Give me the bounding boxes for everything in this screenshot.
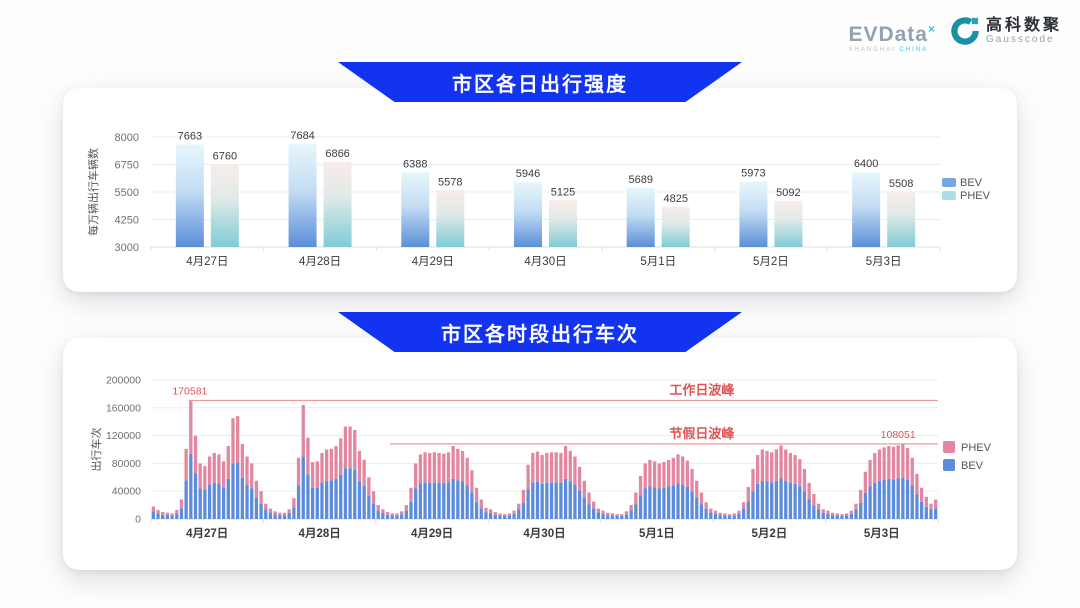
svg-text:BEV: BEV bbox=[961, 460, 984, 472]
svg-text:0: 0 bbox=[135, 514, 141, 526]
svg-text:5092: 5092 bbox=[776, 187, 800, 199]
evdata-logo: EVData× SHANGHAI CHINA bbox=[848, 16, 936, 53]
svg-text:4月29日: 4月29日 bbox=[411, 527, 453, 540]
svg-text:5500: 5500 bbox=[115, 187, 139, 199]
svg-text:5月1日: 5月1日 bbox=[639, 527, 675, 540]
gausscode-logo: 高科数聚 Gausscode bbox=[950, 16, 1062, 46]
svg-text:6866: 6866 bbox=[325, 148, 349, 160]
gausscode-g-icon bbox=[951, 17, 979, 45]
workday-peak-label: 工作日波峰 bbox=[669, 382, 735, 397]
chart2-legend: PHEV BEV bbox=[943, 441, 992, 472]
svg-text:200000: 200000 bbox=[106, 375, 141, 387]
chart2-annotations: 工作日波峰 170581 节假日波峰 108051 bbox=[172, 382, 938, 445]
svg-text:PHEV: PHEV bbox=[960, 190, 991, 202]
workday-peak-value: 170581 bbox=[172, 385, 207, 397]
hourly-trips-card: 市区各时段出行车次 0 40000 80000 120000 160000 200000 出… bbox=[63, 312, 1017, 570]
brand-logos: EVData× SHANGHAI CHINA 高科数聚 Gausscode bbox=[848, 16, 1062, 54]
svg-text:80000: 80000 bbox=[112, 458, 141, 470]
chart2-y-axis-title: 出行车次 bbox=[89, 428, 103, 472]
svg-text:4月28日: 4月28日 bbox=[299, 527, 341, 540]
svg-text:5508: 5508 bbox=[889, 178, 913, 190]
svg-text:6388: 6388 bbox=[403, 158, 427, 170]
daily-intensity-chart: 3000 4250 5500 6750 8000 每万辆出行车辆数 7663 6760 4月27… bbox=[86, 130, 991, 268]
gausscode-names: 高科数聚 Gausscode bbox=[986, 17, 1062, 46]
svg-text:5973: 5973 bbox=[741, 168, 765, 180]
svg-text:5689: 5689 bbox=[628, 174, 652, 186]
chart2-gridlines: 0 40000 80000 120000 160000 200000 bbox=[106, 375, 938, 526]
gausscode-cn-name: 高科数聚 bbox=[985, 16, 1062, 34]
chart1-title: 市区各日出行强度 bbox=[452, 73, 628, 96]
chart2-title-banner: 市区各时段出行车次 bbox=[338, 312, 742, 352]
svg-text:PHEV: PHEV bbox=[961, 442, 992, 454]
svg-text:BEV: BEV bbox=[960, 177, 983, 189]
svg-text:5125: 5125 bbox=[551, 186, 575, 198]
svg-text:7684: 7684 bbox=[290, 130, 314, 142]
chart2-stacked-bars: 4月27日 4月28日 4月29日 4月30日 5月1日 5月2日 5月3日 bbox=[150, 400, 939, 540]
header: EVData× SHANGHAI CHINA 高科数聚 Gausscode bbox=[0, 0, 1080, 88]
svg-text:5月2日: 5月2日 bbox=[753, 256, 789, 268]
evdata-tagline: SHANGHAI CHINA bbox=[848, 47, 929, 53]
daily-intensity-card: 市区各日出行强度 3000 4250 5500 6750 8000 每万辆出行车辆数 766… bbox=[63, 62, 1017, 292]
evdata-wordmark: EVData× bbox=[848, 18, 936, 46]
svg-text:5月3日: 5月3日 bbox=[864, 527, 900, 540]
svg-text:4月30日: 4月30日 bbox=[524, 256, 566, 268]
svg-text:4月30日: 4月30日 bbox=[523, 527, 565, 540]
holiday-peak-label: 节假日波峰 bbox=[669, 426, 735, 441]
chart1-y-axis-title: 每万辆出行车辆数 bbox=[86, 148, 100, 236]
svg-text:160000: 160000 bbox=[106, 402, 141, 414]
svg-text:5月2日: 5月2日 bbox=[751, 527, 787, 540]
svg-text:4月27日: 4月27日 bbox=[186, 527, 228, 540]
svg-text:6760: 6760 bbox=[213, 150, 237, 162]
svg-text:4月27日: 4月27日 bbox=[186, 256, 228, 268]
svg-text:120000: 120000 bbox=[106, 430, 141, 442]
holiday-peak-value: 108051 bbox=[881, 429, 916, 441]
svg-text:8000: 8000 bbox=[115, 132, 139, 144]
svg-text:5月3日: 5月3日 bbox=[866, 256, 902, 268]
svg-text:6400: 6400 bbox=[854, 158, 878, 170]
svg-text:7663: 7663 bbox=[178, 130, 202, 142]
svg-text:4250: 4250 bbox=[115, 215, 139, 227]
svg-text:4825: 4825 bbox=[663, 193, 687, 205]
svg-text:40000: 40000 bbox=[112, 486, 141, 498]
chart1-bars: 7663 6760 4月27日 7684 6866 4月28日 6388 5578 4月29日 5… bbox=[150, 130, 941, 268]
svg-text:4月29日: 4月29日 bbox=[412, 256, 454, 268]
chart2-title: 市区各时段出行车次 bbox=[441, 323, 639, 346]
svg-text:6750: 6750 bbox=[115, 160, 139, 172]
chart1-title-banner: 市区各日出行强度 bbox=[338, 62, 742, 102]
svg-text:5946: 5946 bbox=[516, 168, 540, 180]
chart1-gridlines: 3000 4250 5500 6750 8000 bbox=[115, 132, 940, 254]
svg-text:5578: 5578 bbox=[438, 176, 462, 188]
svg-text:3000: 3000 bbox=[115, 242, 139, 254]
evdata-text: EVData bbox=[848, 23, 928, 46]
evdata-x-icon: × bbox=[927, 22, 936, 36]
svg-text:5月1日: 5月1日 bbox=[640, 256, 676, 268]
svg-text:4月28日: 4月28日 bbox=[299, 256, 341, 268]
gausscode-en-name: Gausscode bbox=[985, 33, 1055, 45]
